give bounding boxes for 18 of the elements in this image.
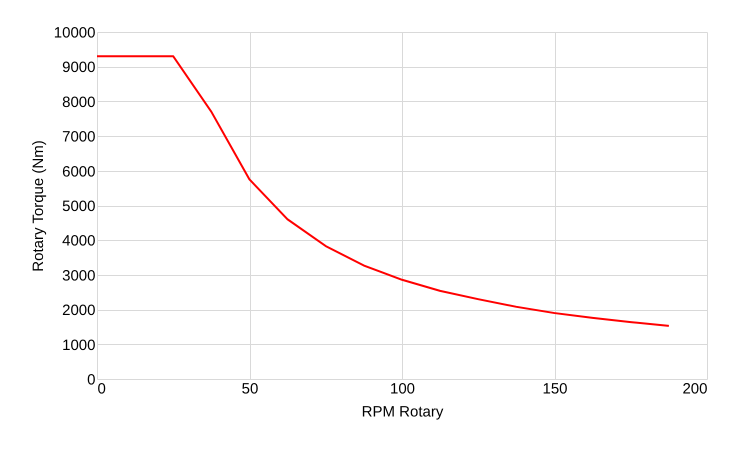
y-tick-label: 5000 <box>62 198 96 215</box>
y-axis-title: Rotary Torque (Nm) <box>30 140 47 272</box>
x-tick-label: 50 <box>242 380 258 398</box>
line-series <box>96 55 670 327</box>
y-tick-label: 10000 <box>54 24 96 42</box>
y-tick-label: 7000 <box>62 128 96 146</box>
y-tick-label: 4000 <box>62 232 96 250</box>
y-tick-label: 1000 <box>62 336 96 354</box>
x-tick-label: 100 <box>390 380 416 398</box>
x-tick-label: 0 <box>98 380 106 398</box>
x-tick-label: 200 <box>682 380 708 398</box>
y-tick-label: 9000 <box>62 59 96 76</box>
x-axis-title: RPM Rotary <box>362 404 444 420</box>
y-tick-label: 6000 <box>62 163 96 180</box>
y-tick-label: 8000 <box>62 94 96 111</box>
x-tick-label: 150 <box>542 380 568 398</box>
y-tick-label: 2000 <box>62 302 96 320</box>
y-tick-label: 3000 <box>62 267 96 284</box>
